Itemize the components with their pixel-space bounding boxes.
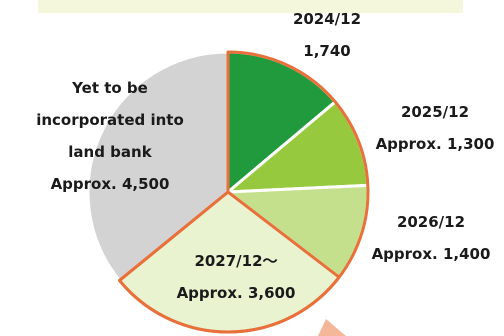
slice-label-text: 2024/12 [292, 10, 362, 28]
slice-label-2024-12: 2024/12 1,740 [262, 3, 392, 67]
slice-label-line: land bank [68, 143, 152, 161]
pie-slice-4 [86, 50, 230, 282]
callout-pointer [318, 319, 346, 336]
slice-value-text: 1,740 [303, 42, 351, 60]
slice-label-2027-12-onward: 2027/12～ Approx. 3,600 [136, 245, 336, 309]
slice-label-yet-to-be-incorporated: Yet to be incorporated into land bank Ap… [10, 72, 210, 200]
slice-value-text: Approx. 1,300 [375, 135, 495, 153]
slice-label-text: 2025/12 [400, 103, 470, 121]
slice-label-line: incorporated into [36, 111, 184, 129]
slice-label-text: 2026/12 [396, 213, 466, 231]
slice-label-2025-12: 2025/12 Approx. 1,300 [360, 96, 504, 160]
slice-label-2026-12: 2026/12 Approx. 1,400 [356, 206, 504, 270]
top-banner-band [38, 0, 463, 13]
slice-label-text: 2027/12～ [194, 252, 278, 270]
slice-label-line: Yet to be [72, 79, 148, 97]
slice-value-text: Approx. 3,600 [176, 284, 296, 302]
pie-slices [86, 50, 370, 334]
slice-value-text: Approx. 4,500 [50, 175, 170, 193]
slice-value-text: Approx. 1,400 [371, 245, 491, 263]
future-area-outline [117, 50, 370, 334]
